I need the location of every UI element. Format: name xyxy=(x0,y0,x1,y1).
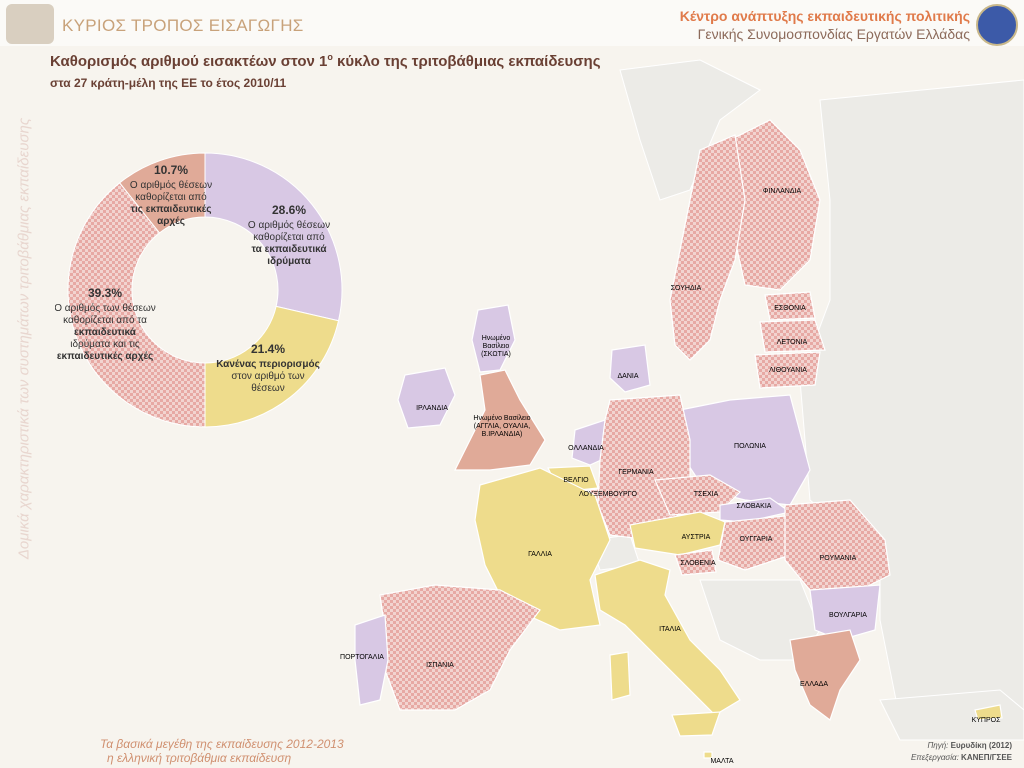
map-label-sweden: ΣΟΥΗΔΙΑ xyxy=(671,285,702,292)
map-label-belgium: ΒΕΛΓΙΟ xyxy=(563,477,589,484)
country-lithuania xyxy=(754,351,821,389)
map-label-denmark: ΔΑΝΙΑ xyxy=(617,373,638,380)
map-label-uk: Ηνωμένο Βασίλειο (ΑΓΓΛΙΑ, ΟΥΑΛΙΑ, Β.ΙΡΛΑΝΔ… xyxy=(473,414,530,438)
donut-percent-authorities: 10.7% xyxy=(154,163,188,177)
country-ireland xyxy=(397,367,456,429)
map-label-lithuania: ΛΙΘΟΥΑΝΙΑ xyxy=(769,367,807,374)
map-label-ireland: ΙΡΛΑΝΔΙΑ xyxy=(416,405,448,412)
country-malta xyxy=(703,751,713,759)
organization-logo-left xyxy=(6,4,54,44)
map-label-romania: ΡΟΥΜΑΝΙΑ xyxy=(820,555,857,562)
map-label-germany: ΓΕΡΜΑΝΙΑ xyxy=(618,469,654,476)
map-label-slovakia: ΣΛΟΒΑΚΙΑ xyxy=(737,503,772,510)
title-text: Καθορισμός αριθμού εισακτέων στον 1 xyxy=(50,53,328,70)
donut-slices xyxy=(67,152,343,428)
source-value: Ευρυδίκη (2012) xyxy=(950,741,1012,750)
source-label: Πηγή: xyxy=(927,741,949,750)
credit-label: Επεξεργασία: xyxy=(910,753,959,762)
map-label-bulgaria: ΒΟΥΛΓΑΡΙΑ xyxy=(829,612,867,619)
map-label-portugal: ΠΟΡΤΟΓΑΛΙΑ xyxy=(340,654,384,661)
donut-label-none: Κανένας περιορισμός στον αριθμό των θέσεων xyxy=(216,359,320,394)
donut-percent-none: 21.4% xyxy=(251,342,285,356)
donut-chart: 28.6% Ο αριθμός θέσεων καθορίζεται από τα ε… xyxy=(55,152,343,428)
map-label-cyprus: ΚΥΠΡΟΣ xyxy=(972,717,1002,724)
title-suffix: κύκλο της τριτοβάθμιας εκπαίδευσης xyxy=(332,53,601,70)
section-title: Κυριος τροπος εισαγωγης xyxy=(62,16,304,35)
donut-labels: 28.6% Ο αριθμός θέσεων καθορίζεται από τα ε… xyxy=(55,163,330,394)
country-spain xyxy=(379,584,541,711)
map-label-finland: ΦΙΝΛΑΝΔΙΑ xyxy=(763,188,802,195)
donut-label-authorities: Ο αριθμός θέσεων καθορίζεται από τις εκπαι… xyxy=(130,179,212,227)
organization-seal-right xyxy=(976,4,1018,46)
page-subtitle: στα 27 κράτη-μέλη της ΕΕ το έτος 2010/11 xyxy=(50,76,287,90)
country-scotland xyxy=(471,304,516,373)
organization-name-line1: Κέντρο ανάπτυξης εκπαιδευτικής πολιτικής xyxy=(679,8,970,24)
map-label-spain: ΙΣΠΑΝΙΑ xyxy=(426,662,454,669)
country-shapes xyxy=(354,119,1003,759)
map-label-poland: ΠΟΛΩΝΙΑ xyxy=(734,443,766,450)
country-slovenia xyxy=(674,549,717,576)
donut-slice-both xyxy=(67,182,206,428)
donut-slice-authorities xyxy=(118,152,206,234)
donut-slice-none xyxy=(204,305,340,428)
map-label-hungary: ΟΥΓΓΑΡΙΑ xyxy=(740,536,773,543)
map-label-malta: ΜΑΛΤΑ xyxy=(710,758,733,765)
donut-slice-institutions xyxy=(204,152,343,322)
country-romania xyxy=(784,499,891,591)
country-slovakia xyxy=(719,497,792,523)
map-label-latvia: ΛΕΤΟΝΙΑ xyxy=(777,339,808,346)
title-superscript: ο xyxy=(327,52,333,62)
footer-line1: Τα βασικά μεγέθη της εκπαίδευσης 2012-20… xyxy=(100,737,344,751)
country-uk xyxy=(454,369,546,471)
country-bulgaria xyxy=(809,584,881,641)
map-labels: ΦΙΝΛΑΝΔΙΑ ΣΟΥΗΔΙΑ ΕΣΘΟΝΙΑ ΛΕΤΟΝΙΑ ΛΙΘΟΥΑΝΙΑ Δ… xyxy=(340,188,1001,765)
map-label-france: ΓΑΛΛΙΑ xyxy=(528,551,552,558)
donut-label-both: Ο αριθμός των θέσεων καθορίζεται από τα εκ… xyxy=(55,302,156,362)
country-sweden xyxy=(669,134,746,361)
country-sardinia xyxy=(609,651,631,701)
country-estonia xyxy=(764,291,816,321)
map-label-estonia: ΕΣΘΟΝΙΑ xyxy=(774,305,806,312)
country-hungary xyxy=(717,514,796,571)
map-label-italy: ΙΤΑΛΙΑ xyxy=(659,626,681,633)
map-label-luxembourg: ΛΟΥΞΕΜΒΟΥΡΓΟ xyxy=(579,491,638,498)
map-label-czechia: ΤΣΕΧΙΑ xyxy=(694,491,719,498)
map-label-slovenia: ΣΛΟΒΕΝΙΑ xyxy=(680,560,716,567)
country-greece xyxy=(789,629,861,721)
country-denmark xyxy=(609,344,651,393)
page-title: Καθορισμός αριθμού εισακτέων στον 1ο κύκ… xyxy=(50,52,601,70)
country-italy xyxy=(594,559,741,716)
organization-name-line2: Γενικής Συνομοσπονδίας Εργατών Ελλάδας xyxy=(697,26,970,42)
country-austria xyxy=(629,511,726,556)
country-portugal xyxy=(354,614,389,706)
source-line: Πηγή: Ευρυδίκη (2012) xyxy=(927,741,1012,750)
country-france xyxy=(474,467,611,631)
country-czechia xyxy=(654,474,741,516)
map-label-netherlands: ΟΛΛΑΝΔΙΑ xyxy=(568,445,604,452)
credit-value: ΚΑΝΕΠ/ΓΣΕΕ xyxy=(961,753,1012,762)
map-label-austria: ΑΥΣΤΡΙΑ xyxy=(682,534,711,541)
donut-percent-both: 39.3% xyxy=(88,286,122,300)
header-bar xyxy=(0,0,1024,46)
country-sicily xyxy=(671,711,721,737)
map-label-greece: ΕΛΛΑΔΑ xyxy=(800,681,828,688)
donut-label-institutions: Ο αριθμός θέσεων καθορίζεται από τα εκπαιδ… xyxy=(248,219,330,267)
country-cyprus xyxy=(974,704,1003,721)
map-label-scotland: Ηνωμένο Βασίλειο (ΣΚΩΤΙΑ) xyxy=(481,334,511,358)
donut-percent-institutions: 28.6% xyxy=(272,203,306,217)
country-latvia xyxy=(759,319,826,353)
footer-line2: η ελληνική τριτοβάθμια εκπαίδευση xyxy=(107,751,292,765)
credit-line: Επεξεργασία: ΚΑΝΕΠ/ΓΣΕΕ xyxy=(911,753,1012,762)
